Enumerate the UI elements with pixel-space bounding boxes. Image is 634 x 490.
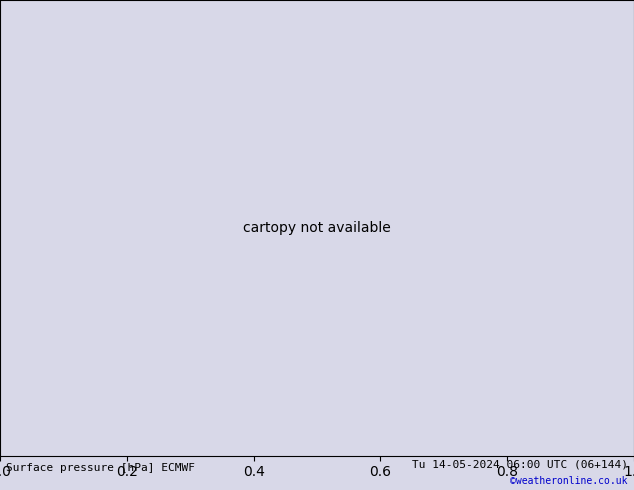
Text: cartopy not available: cartopy not available: [243, 221, 391, 235]
Text: Surface pressure [hPa] ECMWF: Surface pressure [hPa] ECMWF: [6, 463, 195, 473]
Text: Tu 14-05-2024 06:00 UTC (06+144): Tu 14-05-2024 06:00 UTC (06+144): [411, 459, 628, 469]
Text: ©weatheronline.co.uk: ©weatheronline.co.uk: [510, 476, 628, 487]
